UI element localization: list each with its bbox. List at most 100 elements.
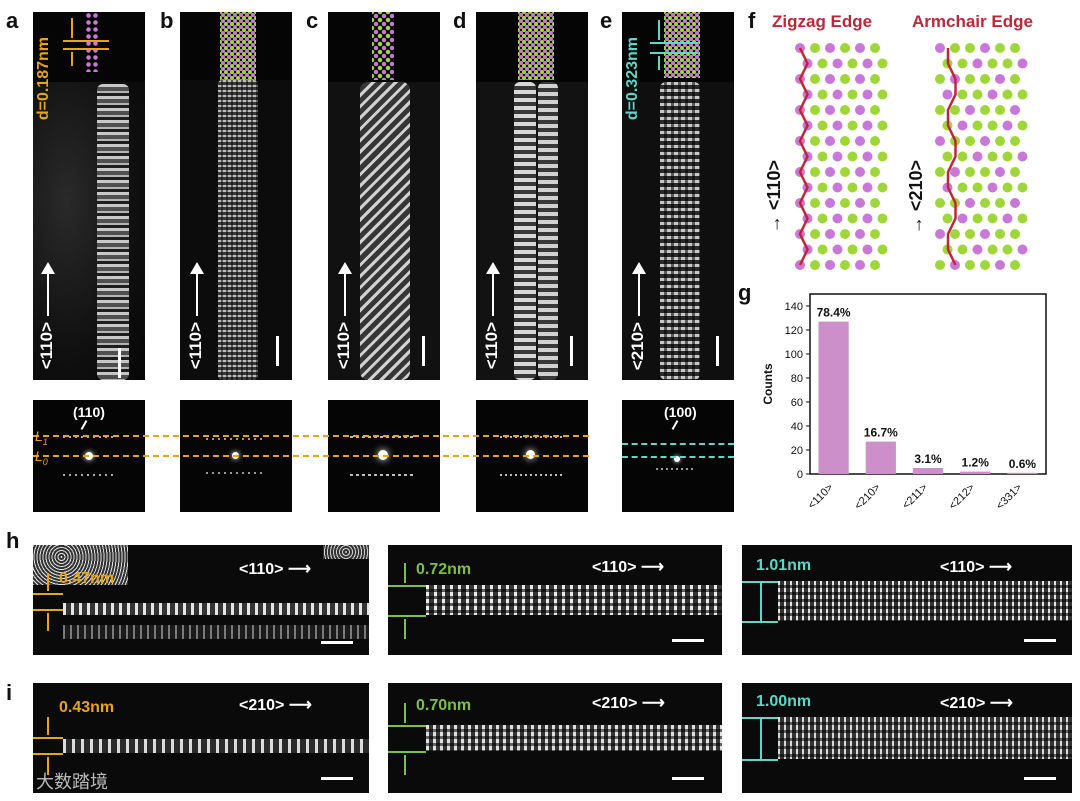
armchair-atom — [980, 260, 990, 270]
armchair-atom — [935, 229, 945, 239]
measure-h1: 0.47nm — [59, 570, 115, 587]
zigzag-atom — [862, 151, 873, 162]
armchair-atom — [995, 260, 1005, 270]
direction-label-b: <110> — [186, 322, 205, 370]
x-tick-label: <211> — [900, 482, 930, 512]
measure-i2: 0.70nm — [416, 697, 472, 714]
scale-bar-b — [276, 336, 279, 366]
armchair-atom — [957, 244, 968, 255]
armchair-atom — [957, 58, 968, 69]
zigzag-atom — [810, 136, 820, 146]
zigzag-atom — [825, 229, 835, 239]
zigzag-atom — [862, 182, 873, 193]
armchair-atom — [950, 105, 960, 115]
zigzag-atom — [855, 74, 865, 84]
armchair-atom — [995, 136, 1005, 146]
panel-label-i: i — [6, 680, 13, 705]
armchair-atom — [987, 58, 998, 69]
guide-line-e-bottom — [622, 456, 734, 458]
zigzag-atom — [855, 105, 865, 115]
zigzag-atom — [810, 260, 820, 270]
zigzag-atom — [847, 89, 858, 100]
zigzag-atom — [855, 260, 865, 270]
x-tick-label: <210> — [852, 482, 883, 513]
armchair-atom — [980, 167, 990, 177]
line-label-l0: L0 — [35, 448, 48, 467]
zigzag-atom — [825, 198, 835, 208]
armchair-atom — [972, 58, 983, 69]
armchair-atom — [935, 260, 945, 270]
zigzag-atom — [840, 260, 850, 270]
armchair-atom — [995, 105, 1005, 115]
armchair-atom — [1010, 260, 1020, 270]
data-label: 78.4% — [817, 306, 851, 320]
armchair-atom — [935, 136, 945, 146]
armchair-atom — [987, 151, 998, 162]
plane-label-e: (100) — [664, 404, 697, 420]
zigzag-atom — [825, 74, 835, 84]
zigzag-atom — [870, 43, 880, 53]
armchair-atom — [957, 213, 968, 224]
armchair-atom — [972, 244, 983, 255]
armchair-atom — [965, 229, 975, 239]
scale-bar-i2 — [672, 777, 704, 780]
strip-h2: 0.72nm <110> ⟶ — [388, 545, 722, 655]
armchair-atom — [1017, 182, 1028, 193]
zigzag-atom — [840, 229, 850, 239]
zigzag-atom — [862, 120, 873, 131]
armchair-atom — [1002, 120, 1013, 131]
scale-bar-i3 — [1024, 777, 1056, 780]
stem-image-c: <110> — [328, 12, 440, 380]
zigzag-atom — [877, 182, 888, 193]
panel-label-h: h — [6, 528, 20, 553]
armchair-atom — [1002, 244, 1013, 255]
zigzag-atom — [817, 58, 828, 69]
direction-label-a: <110> — [37, 322, 56, 370]
armchair-atom — [965, 43, 975, 53]
armchair-atom — [935, 74, 945, 84]
armchair-atom — [1002, 89, 1013, 100]
zigzag-atom — [847, 151, 858, 162]
zigzag-atom — [817, 182, 828, 193]
armchair-atom — [935, 167, 945, 177]
armchair-title: Armchair Edge — [912, 12, 1033, 31]
scale-bar-d — [570, 336, 573, 366]
zigzag-atom — [825, 260, 835, 270]
zigzag-atom — [840, 74, 850, 84]
direction-label-c: <110> — [334, 322, 353, 370]
armchair-atom — [957, 151, 968, 162]
zigzag-atom — [870, 167, 880, 177]
armchair-atom — [972, 151, 983, 162]
armchair-atom — [1017, 151, 1028, 162]
scale-bar-h1 — [321, 641, 353, 644]
armchair-atom — [980, 136, 990, 146]
bar — [865, 441, 896, 474]
zigzag-atom — [832, 151, 843, 162]
zigzag-atom — [855, 229, 865, 239]
armchair-atom — [965, 198, 975, 208]
armchair-atom — [987, 120, 998, 131]
zigzag-atom — [855, 167, 865, 177]
data-label: 0.6% — [1009, 457, 1037, 471]
zigzag-atom — [810, 43, 820, 53]
zigzag-atom — [840, 43, 850, 53]
data-label: 16.7% — [864, 426, 898, 440]
armchair-atom — [1010, 105, 1020, 115]
armchair-atom — [980, 198, 990, 208]
zigzag-direction-label: → <110> — [764, 160, 784, 234]
y-axis-label: Counts — [761, 363, 775, 405]
panel-label-b: b — [160, 8, 174, 33]
armchair-atom — [965, 167, 975, 177]
scale-bar-a — [118, 348, 121, 378]
armchair-atom — [1002, 151, 1013, 162]
zigzag-atom — [832, 120, 843, 131]
x-tick-label: <331> — [994, 482, 1025, 513]
armchair-atom — [987, 213, 998, 224]
zigzag-atom — [847, 120, 858, 131]
data-label: 1.2% — [962, 456, 990, 470]
zigzag-atom — [847, 182, 858, 193]
measure-i1: 0.43nm — [59, 699, 115, 716]
zigzag-atom — [832, 213, 843, 224]
bar — [818, 321, 849, 474]
armchair-atom — [1017, 89, 1028, 100]
